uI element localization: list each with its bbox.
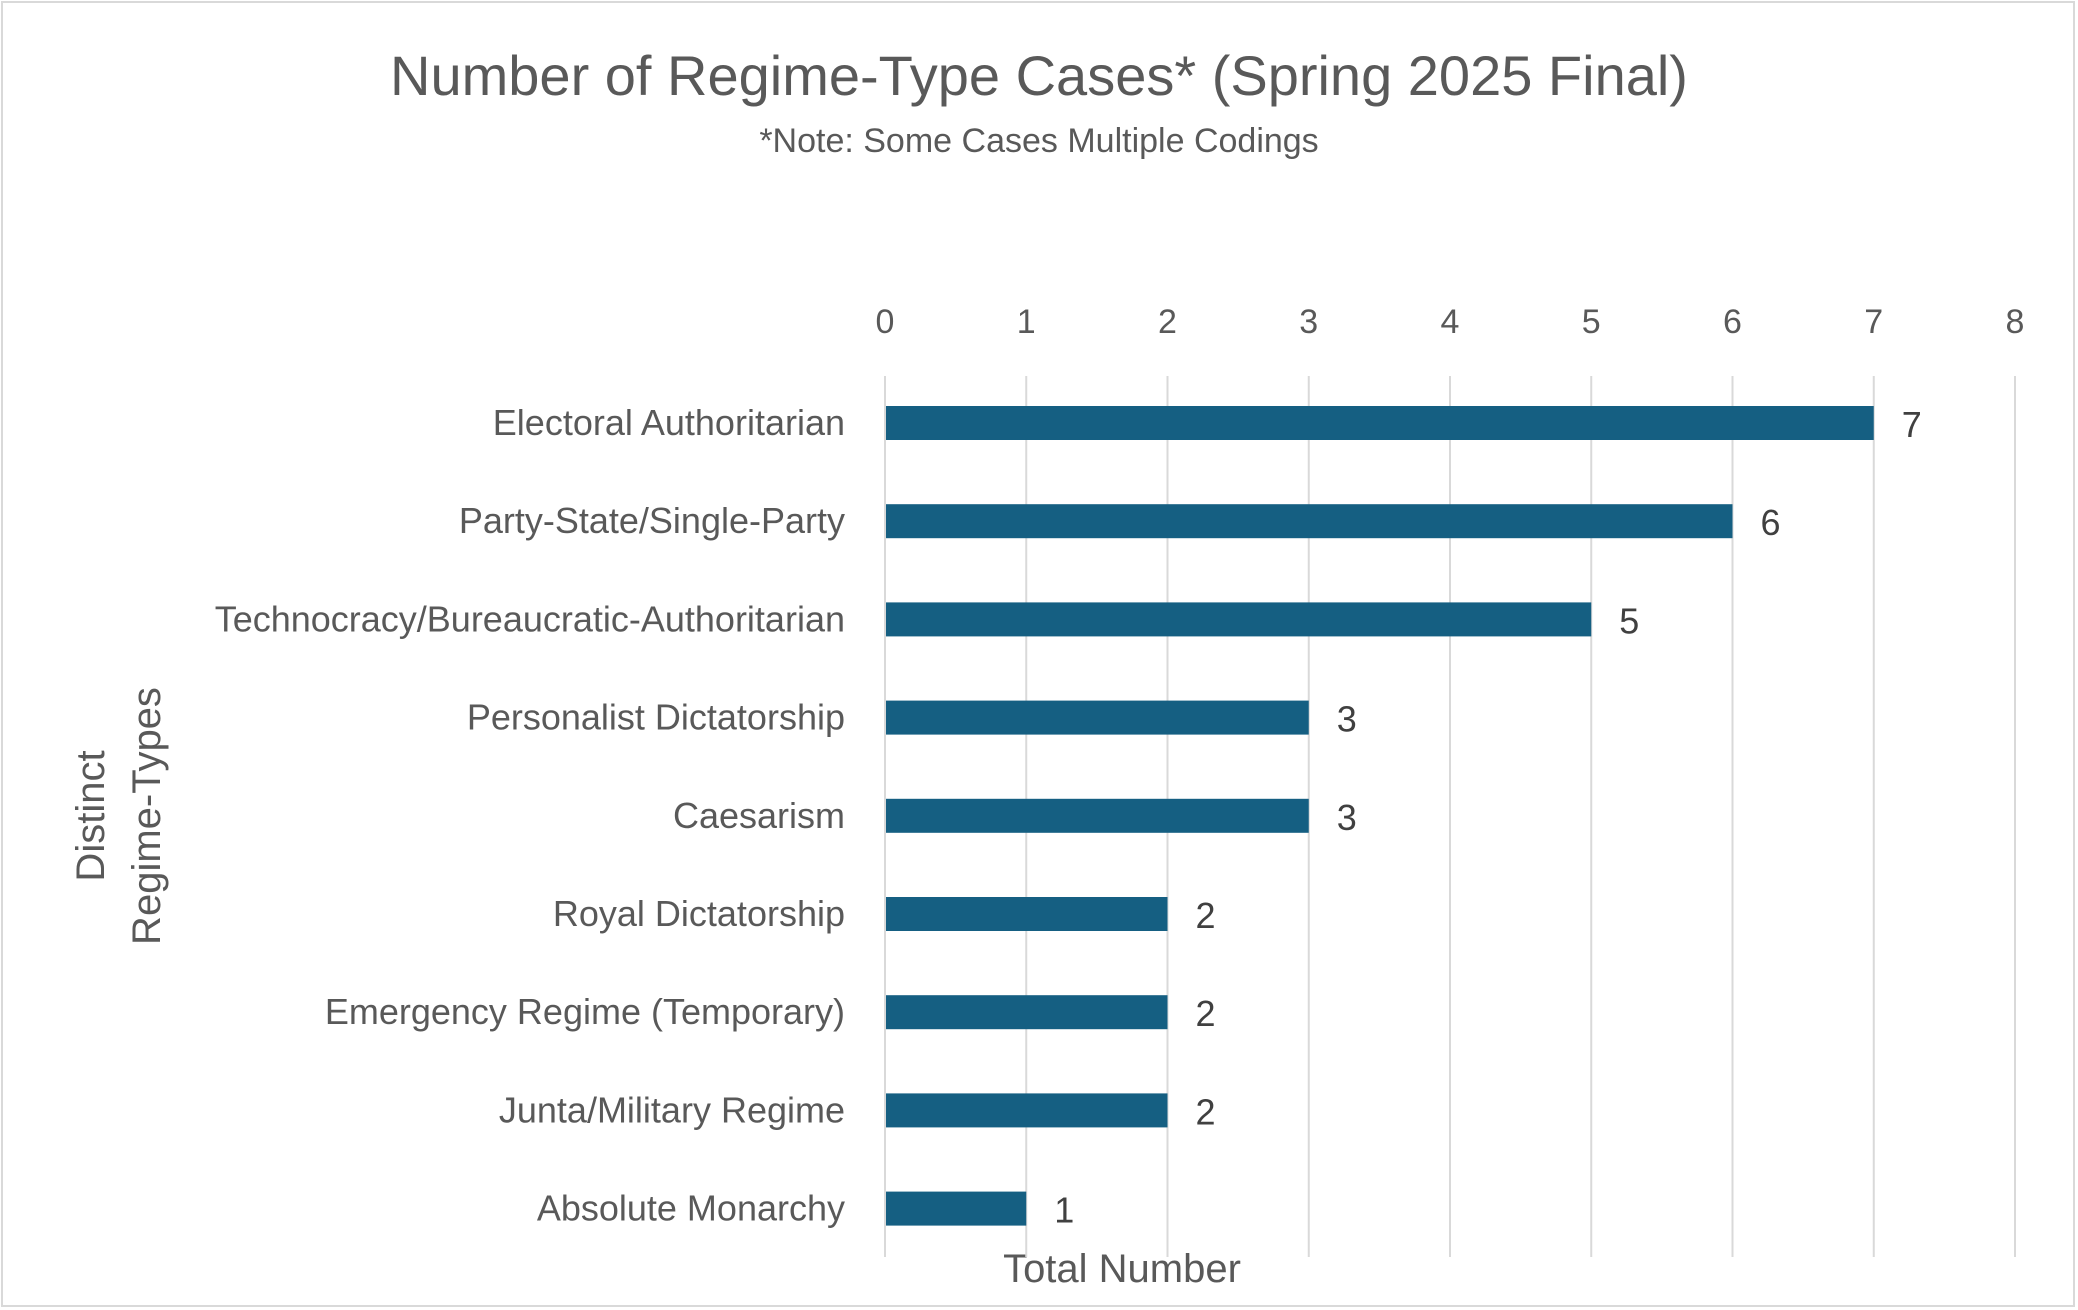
x-tick-label: 4: [1441, 303, 1460, 341]
category-label: Caesarism: [673, 795, 845, 836]
data-label: 2: [1196, 993, 1216, 1034]
category-label: Technocracy/Bureaucratic-Authoritarian: [215, 598, 845, 639]
category-label: Junta/Military Regime: [499, 1089, 845, 1130]
data-label: 3: [1337, 797, 1357, 838]
data-label: 1: [1054, 1190, 1074, 1231]
bar-junta-military-regime: [886, 1093, 1168, 1128]
category-label: Royal Dictatorship: [553, 893, 845, 934]
bar-emergency-regime-temporary-: [886, 995, 1168, 1030]
x-axis-label: Total Number: [1003, 1247, 1241, 1291]
bar-absolute-monarchy: [886, 1191, 1027, 1226]
x-axis-ticks: 0 1 2 3 4 5 6 7 8: [876, 303, 2025, 341]
x-tick-label: 3: [1299, 303, 1318, 341]
x-tick-label: 2: [1158, 303, 1177, 341]
x-tick-label: 1: [1017, 303, 1036, 341]
y-axis-label-line-1: Distinct: [69, 750, 113, 881]
bar-caesarism: [886, 798, 1309, 833]
chart-subtitle: *Note: Some Cases Multiple Codings: [759, 122, 1318, 160]
bar-electoral-authoritarian: [886, 406, 1874, 440]
bars: [886, 406, 1874, 1226]
data-label: 2: [1196, 895, 1216, 936]
category-label: Absolute Monarchy: [537, 1188, 845, 1229]
data-label: 5: [1619, 600, 1639, 641]
data-labels: 7 6 5 3 3 2 2 2 1: [1054, 404, 1922, 1231]
bar-royal-dictatorship: [886, 897, 1168, 931]
data-label: 6: [1761, 502, 1781, 543]
y-axis-label: Distinct Regime-Types: [69, 687, 169, 945]
bar-party-state-single-party: [886, 504, 1733, 539]
y-axis-label-line-2: Regime-Types: [125, 687, 169, 945]
bar-technocracy-bureaucratic-authoritarian: [886, 602, 1592, 637]
category-label: Personalist Dictatorship: [467, 697, 845, 738]
x-tick-label: 7: [1864, 303, 1883, 341]
x-tick-label: 6: [1723, 303, 1742, 341]
category-label: Party-State/Single-Party: [459, 500, 845, 541]
bar-personalist-dictatorship: [886, 700, 1309, 735]
data-label: 3: [1337, 699, 1357, 740]
category-label: Emergency Regime (Temporary): [325, 991, 845, 1032]
x-tick-label: 5: [1582, 303, 1601, 341]
chart-title: Number of Regime-Type Cases* (Spring 202…: [390, 44, 1688, 107]
data-label: 2: [1196, 1091, 1216, 1132]
x-tick-label: 0: [876, 303, 895, 341]
category-label: Electoral Authoritarian: [493, 402, 845, 443]
x-tick-label: 8: [2006, 303, 2025, 341]
data-label: 7: [1902, 404, 1922, 445]
category-labels: Electoral Authoritarian Party-State/Singl…: [215, 402, 845, 1229]
